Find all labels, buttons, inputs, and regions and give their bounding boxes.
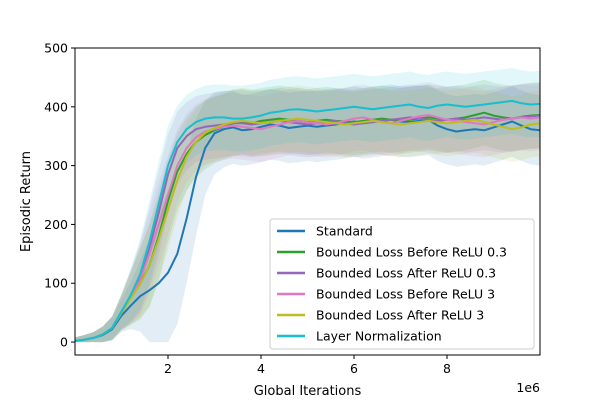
legend-label-bounded-loss-before-relu-0-3: Bounded Loss Before ReLU 0.3 bbox=[316, 245, 507, 260]
y-tick-label: 200 bbox=[44, 217, 68, 232]
ticks: 2 4 6 8 0 100 200 300 400 500 bbox=[44, 41, 451, 377]
legend-label-standard: Standard bbox=[316, 224, 373, 239]
axes-frame bbox=[74, 47, 541, 356]
legend-items: Standard Bounded Loss Before ReLU 0.3 Boun… bbox=[277, 224, 507, 344]
y-tick-label: 500 bbox=[44, 41, 68, 56]
x-tick-label: 8 bbox=[443, 361, 451, 376]
legend: Standard Bounded Loss Before ReLU 0.3 Boun… bbox=[269, 218, 535, 350]
line-layer-normalization bbox=[75, 99, 540, 342]
band-layer-normalization bbox=[75, 68, 540, 343]
x-tick-label: 2 bbox=[164, 361, 172, 376]
line-bounded-loss-after-relu-3 bbox=[75, 117, 540, 342]
legend-label-bounded-loss-after-relu-3: Bounded Loss After ReLU 3 bbox=[316, 308, 484, 323]
legend-label-bounded-loss-before-relu-3: Bounded Loss Before ReLU 3 bbox=[316, 287, 495, 302]
y-tick-label: 400 bbox=[44, 99, 68, 114]
x-axis-label: Global Iterations bbox=[254, 384, 362, 399]
line-standard bbox=[75, 118, 540, 342]
x-offset-label: 1e6 bbox=[516, 380, 540, 395]
legend-label-bounded-loss-after-relu-0-3: Bounded Loss After ReLU 0.3 bbox=[316, 266, 496, 281]
legend-label-layer-normalization: Layer Normalization bbox=[316, 329, 442, 344]
line-bounded-loss-after-relu-0-3 bbox=[75, 114, 540, 342]
y-tick-label: 100 bbox=[44, 276, 68, 291]
x-tick-label: 6 bbox=[350, 361, 358, 376]
legend-box bbox=[269, 218, 535, 350]
y-tick-label: 300 bbox=[44, 158, 68, 173]
y-tick-label: 0 bbox=[60, 335, 68, 350]
series-lines bbox=[75, 99, 540, 342]
band-bounded-loss-before-relu-0-3 bbox=[75, 79, 540, 343]
x-tick-label: 4 bbox=[257, 361, 265, 376]
y-axis-label: Episodic Return bbox=[19, 151, 34, 252]
plot-area bbox=[75, 68, 540, 343]
